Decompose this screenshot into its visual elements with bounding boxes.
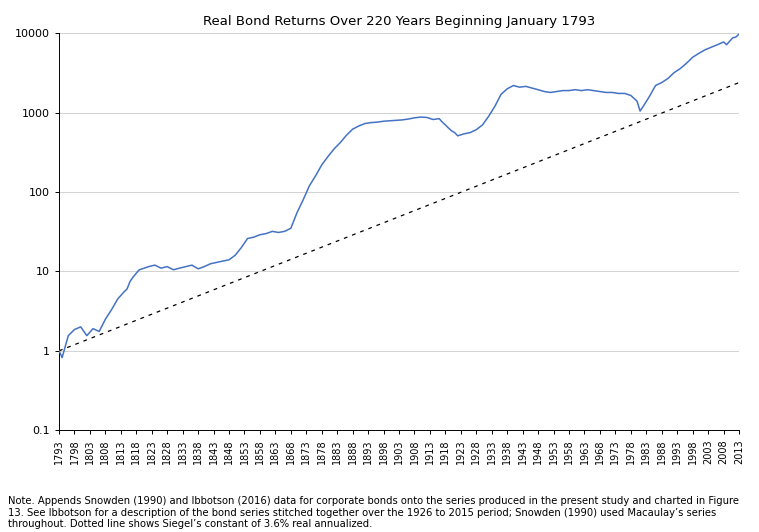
Title: Real Bond Returns Over 220 Years Beginning January 1793: Real Bond Returns Over 220 Years Beginni… (203, 15, 595, 28)
Text: Note. Appends Snowden (1990) and Ibbotson (2016) data for corporate bonds onto t: Note. Appends Snowden (1990) and Ibbotso… (8, 496, 739, 529)
